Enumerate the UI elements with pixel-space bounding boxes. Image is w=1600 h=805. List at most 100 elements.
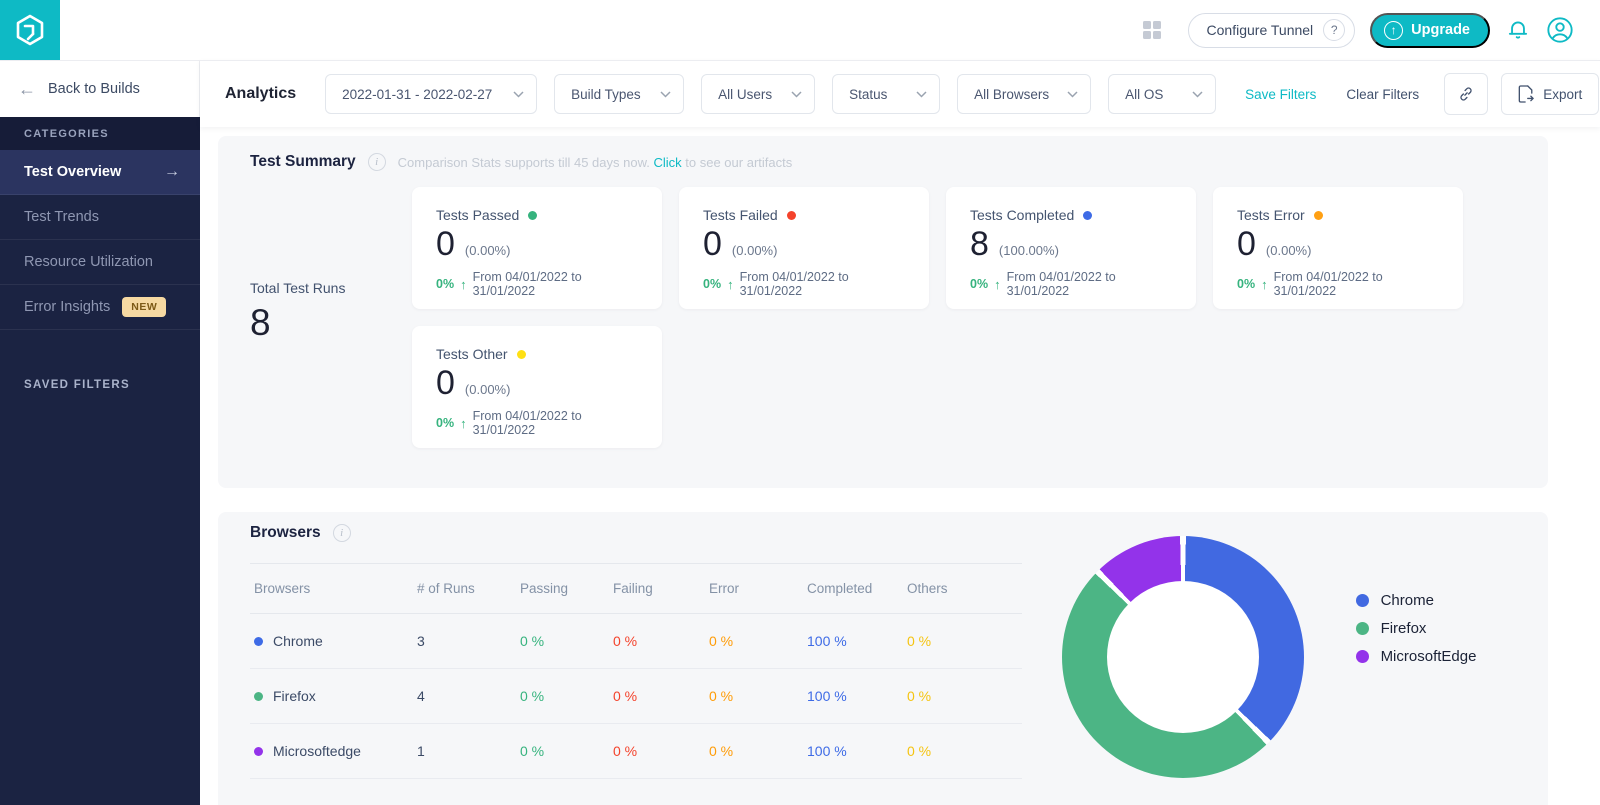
info-icon[interactable]: i xyxy=(368,153,386,171)
help-icon[interactable]: ? xyxy=(1323,19,1345,41)
card-value: 0 xyxy=(436,225,455,264)
apps-grid-icon[interactable] xyxy=(1143,21,1161,39)
sidebar-nav: CATEGORIES Test Overview → Test Trends R… xyxy=(0,117,200,805)
total-test-runs-value: 8 xyxy=(250,302,412,344)
cell-runs: 4 xyxy=(413,669,516,724)
browser-name: Firefox xyxy=(273,688,316,704)
trend-up-icon: ↑ xyxy=(460,416,467,431)
browser-name: Chrome xyxy=(273,633,323,649)
configure-tunnel-label: Configure Tunnel xyxy=(1207,22,1314,38)
status-dot xyxy=(528,211,537,220)
table-row-firefox[interactable]: Firefox40 %0 %0 %100 %0 % xyxy=(250,669,1022,724)
cell-failing: 0 % xyxy=(609,669,705,724)
trend-up-icon: ↑ xyxy=(1261,277,1268,292)
comparison-range: From 04/01/2022 to 31/01/2022 xyxy=(473,270,638,298)
legend-item-firefox: Firefox xyxy=(1356,620,1477,637)
status-dot xyxy=(1314,211,1323,220)
donut-chart[interactable] xyxy=(1062,536,1304,778)
card-value: 0 xyxy=(436,364,455,403)
legend-label: Chrome xyxy=(1381,592,1434,609)
column-header-failing: Failing xyxy=(609,564,705,614)
browsers-value: All Browsers xyxy=(974,87,1049,102)
total-test-runs: Total Test Runs 8 xyxy=(250,187,412,448)
export-label: Export xyxy=(1543,87,1582,102)
categories-header: CATEGORIES xyxy=(0,117,200,150)
note-click-link[interactable]: Click xyxy=(653,155,681,170)
os-select[interactable]: All OS xyxy=(1108,74,1216,114)
chevron-down-icon xyxy=(1067,91,1078,98)
cell-error: 0 % xyxy=(705,724,803,779)
table-row-chrome[interactable]: Chrome30 %0 %0 %100 %0 % xyxy=(250,614,1022,669)
table-row-microsoftedge[interactable]: Microsoftedge10 %0 %0 %100 %0 % xyxy=(250,724,1022,779)
trend-up-icon: ↑ xyxy=(727,277,734,292)
copy-link-button[interactable] xyxy=(1444,73,1488,115)
delta-percent: 0% xyxy=(436,277,454,291)
delta-percent: 0% xyxy=(436,416,454,430)
clear-filters-link[interactable]: Clear Filters xyxy=(1346,87,1419,102)
sidebar-item-test-overview[interactable]: Test Overview → xyxy=(0,150,200,195)
lambdatest-logo[interactable] xyxy=(0,0,60,60)
browser-dot xyxy=(254,637,263,646)
card-title: Tests Completed xyxy=(970,207,1074,223)
trend-up-icon: ↑ xyxy=(994,277,1001,292)
status-select[interactable]: Status xyxy=(832,74,940,114)
user-avatar-icon[interactable] xyxy=(1546,16,1574,44)
legend-dot xyxy=(1356,594,1369,607)
sidebar-item-test-trends[interactable]: Test Trends xyxy=(0,195,200,240)
upgrade-button[interactable]: ↑ Upgrade xyxy=(1370,13,1490,48)
browser-dot xyxy=(254,747,263,756)
upgrade-label: Upgrade xyxy=(1411,22,1470,38)
comparison-range: From 04/01/2022 to 31/01/2022 xyxy=(740,270,905,298)
sidebar-item-label: Resource Utilization xyxy=(24,254,153,270)
date-range-value: 2022-01-31 - 2022-02-27 xyxy=(342,87,492,102)
comparison-range: From 04/01/2022 to 31/01/2022 xyxy=(1274,270,1439,298)
app-root: ← Back to Builds CATEGORIES Test Overvie… xyxy=(0,0,1600,805)
browsers-panel: Browsers i Browsers# of RunsPassingFaili… xyxy=(218,512,1548,805)
card-value: 0 xyxy=(703,225,722,264)
card-percent: (0.00%) xyxy=(732,243,778,258)
upgrade-arrow-icon: ↑ xyxy=(1384,21,1403,40)
back-to-builds-button[interactable]: ← Back to Builds xyxy=(0,60,200,117)
cell-runs: 3 xyxy=(413,614,516,669)
cell-passing: 0 % xyxy=(516,724,609,779)
status-value: Status xyxy=(849,87,887,102)
chevron-down-icon xyxy=(791,91,802,98)
card-title: Tests Failed xyxy=(703,207,778,223)
column-header-others: Others xyxy=(903,564,1022,614)
save-filters-link[interactable]: Save Filters xyxy=(1245,87,1316,102)
trend-up-icon: ↑ xyxy=(460,277,467,292)
sidebar-item-resource-utilization[interactable]: Resource Utilization xyxy=(0,240,200,285)
browsers-title: Browsers xyxy=(250,524,321,542)
build-types-select[interactable]: Build Types xyxy=(554,74,684,114)
cell-error: 0 % xyxy=(705,669,803,724)
card-tests-passed: Tests Passed 0 (0.00%) 0% ↑ From 04/01/2… xyxy=(412,187,662,309)
configure-tunnel-button[interactable]: Configure Tunnel ? xyxy=(1188,13,1356,48)
card-title: Tests Passed xyxy=(436,207,519,223)
card-tests-other: Tests Other 0 (0.00%) 0% ↑ From 04/01/20… xyxy=(412,326,662,448)
card-percent: (100.00%) xyxy=(999,243,1059,258)
page-title: Analytics xyxy=(225,85,296,103)
notifications-bell-icon[interactable] xyxy=(1505,17,1531,43)
column-header-browsers: Browsers xyxy=(250,564,413,614)
browsers-select[interactable]: All Browsers xyxy=(957,74,1091,114)
date-range-select[interactable]: 2022-01-31 - 2022-02-27 xyxy=(325,74,537,114)
table-body: Chrome30 %0 %0 %100 %0 %Firefox40 %0 %0 … xyxy=(250,614,1022,779)
cell-passing: 0 % xyxy=(516,614,609,669)
users-select[interactable]: All Users xyxy=(701,74,815,114)
arrow-right-icon: → xyxy=(164,163,180,181)
legend-label: Firefox xyxy=(1381,620,1427,637)
export-icon xyxy=(1518,85,1534,103)
info-icon[interactable]: i xyxy=(333,524,351,542)
chevron-down-icon xyxy=(660,91,671,98)
sidebar-item-label: Test Overview xyxy=(24,164,121,180)
cell-others: 0 % xyxy=(903,724,1022,779)
saved-filters-header: SAVED FILTERS xyxy=(0,368,200,401)
column-header-passing: Passing xyxy=(516,564,609,614)
sidebar-item-error-insights[interactable]: Error Insights NEW xyxy=(0,285,200,330)
card-tests-failed: Tests Failed 0 (0.00%) 0% ↑ From 04/01/2… xyxy=(679,187,929,309)
export-button[interactable]: Export xyxy=(1501,73,1599,115)
column-header-error: Error xyxy=(705,564,803,614)
card-tests-completed: Tests Completed 8 (100.00%) 0% ↑ From 04… xyxy=(946,187,1196,309)
card-value: 8 xyxy=(970,225,989,264)
delta-percent: 0% xyxy=(703,277,721,291)
